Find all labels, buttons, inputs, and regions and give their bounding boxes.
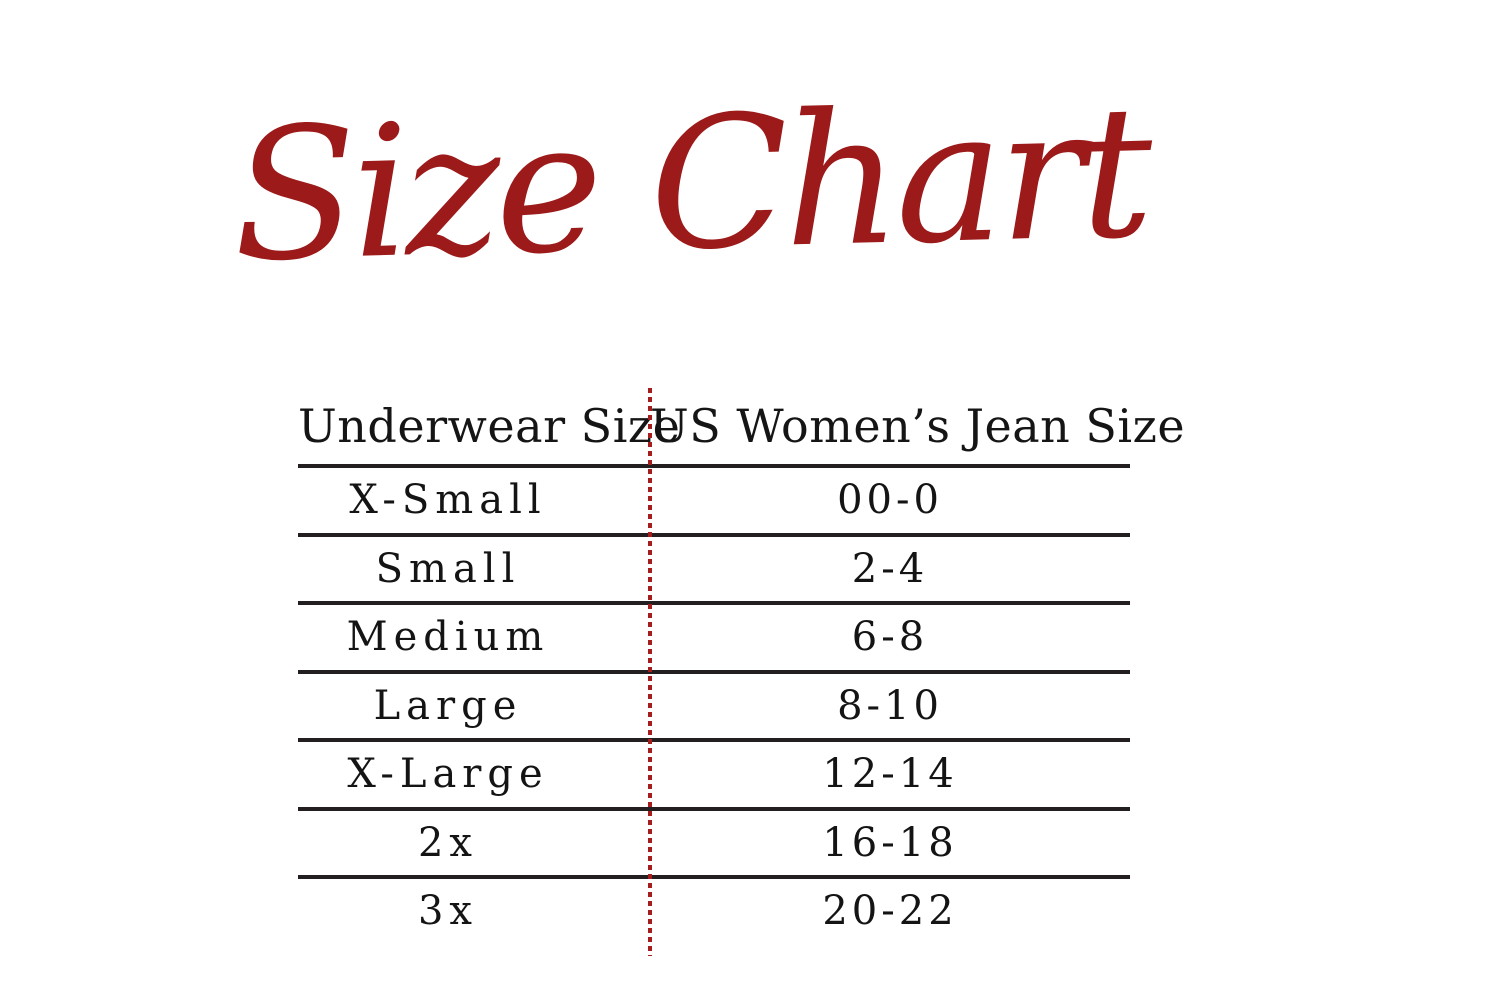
- column-divider-dotted-line: [648, 388, 652, 956]
- table-row: Large 8-10: [298, 674, 1130, 742]
- jean-size-cell: 16-18: [822, 819, 958, 866]
- underwear-size-cell: X-Large: [347, 751, 549, 798]
- column-header-jean-size: US Women’s Jean Size: [650, 399, 1186, 453]
- underwear-size-cell: X-Small: [349, 477, 547, 524]
- table-row: X-Small 00-0: [298, 468, 1130, 537]
- underwear-size-cell: Medium: [346, 614, 550, 661]
- jean-size-cell: 2-4: [851, 545, 929, 592]
- jean-size-cell: 6-8: [851, 614, 929, 661]
- jean-size-cell: 8-10: [837, 682, 943, 729]
- table-row: X-Large 12-14: [298, 742, 1130, 811]
- underwear-size-cell: 3x: [417, 888, 478, 935]
- table-header-row: Underwear Size US Women’s Jean Size: [298, 388, 1186, 468]
- table-row: Medium 6-8: [298, 605, 1130, 674]
- jean-size-cell: 00-0: [837, 477, 943, 524]
- page-title: Size Chart: [229, 66, 1151, 302]
- underwear-size-cell: Large: [373, 682, 523, 729]
- column-header-underwear-size: Underwear Size: [298, 399, 681, 453]
- table-row: Small 2-4: [298, 537, 1130, 605]
- table-row: 3x 20-22: [298, 879, 1130, 944]
- table-row: 2x 16-18: [298, 811, 1130, 879]
- size-table: Underwear Size US Women’s Jean Size X-Sm…: [298, 388, 1186, 956]
- jean-size-cell: 12-14: [822, 751, 958, 798]
- jean-size-cell: 20-22: [822, 888, 958, 935]
- underwear-size-cell: Small: [375, 545, 521, 592]
- underwear-size-cell: 2x: [417, 819, 478, 866]
